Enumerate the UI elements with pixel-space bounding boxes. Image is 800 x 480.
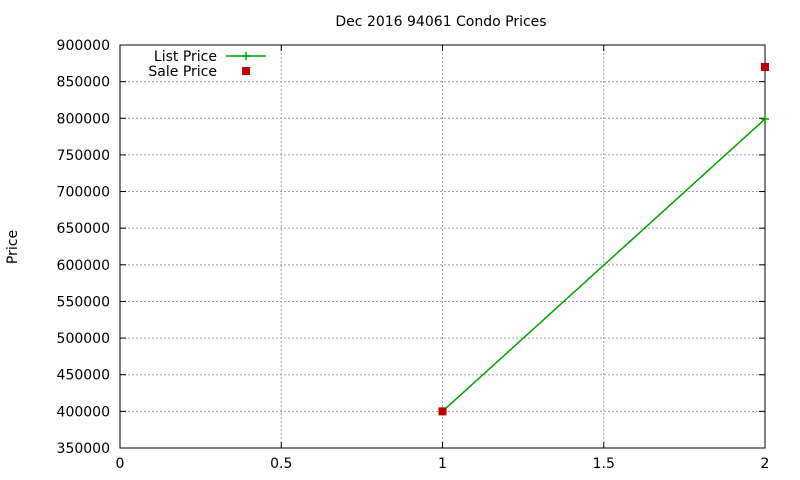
x-tick-label: 0.5 bbox=[270, 456, 292, 472]
legend-plus-marker bbox=[242, 52, 250, 60]
y-tick-label: 700000 bbox=[57, 185, 110, 201]
y-tick-label: 350000 bbox=[57, 441, 110, 457]
y-tick-label: 550000 bbox=[57, 294, 110, 310]
y-tick-label: 900000 bbox=[57, 38, 110, 54]
sale-price-point bbox=[438, 407, 447, 416]
y-tick-label: 850000 bbox=[57, 75, 110, 91]
series-layer bbox=[438, 62, 769, 416]
x-tick-label: 1 bbox=[438, 456, 447, 472]
y-tick-label: 400000 bbox=[57, 404, 110, 420]
x-tick-label: 2 bbox=[761, 456, 770, 472]
legend-label: Sale Price bbox=[148, 64, 217, 80]
x-tick-label: 1.5 bbox=[593, 456, 615, 472]
axis-ticks: 0 0.5 1 1.5 2 350000 400000 450000 500000 550000 6… bbox=[57, 38, 770, 472]
legend-square-marker bbox=[242, 67, 250, 75]
y-tick-label: 450000 bbox=[57, 368, 110, 384]
y-tick-label: 600000 bbox=[57, 258, 110, 274]
x-tick-label: 0 bbox=[116, 456, 125, 472]
sale-price-point bbox=[761, 62, 769, 71]
legend-label: List Price bbox=[154, 49, 217, 65]
y-tick-label: 500000 bbox=[57, 331, 110, 347]
list-price-line bbox=[441, 118, 766, 412]
chart-title: Dec 2016 94061 Condo Prices bbox=[335, 14, 546, 30]
list-price-point bbox=[761, 115, 769, 124]
y-axis-label: Price bbox=[5, 230, 21, 264]
y-tick-label: 800000 bbox=[57, 111, 110, 127]
y-tick-label: 750000 bbox=[57, 148, 110, 164]
y-tick-label: 650000 bbox=[57, 221, 110, 237]
grid-lines bbox=[120, 45, 765, 448]
